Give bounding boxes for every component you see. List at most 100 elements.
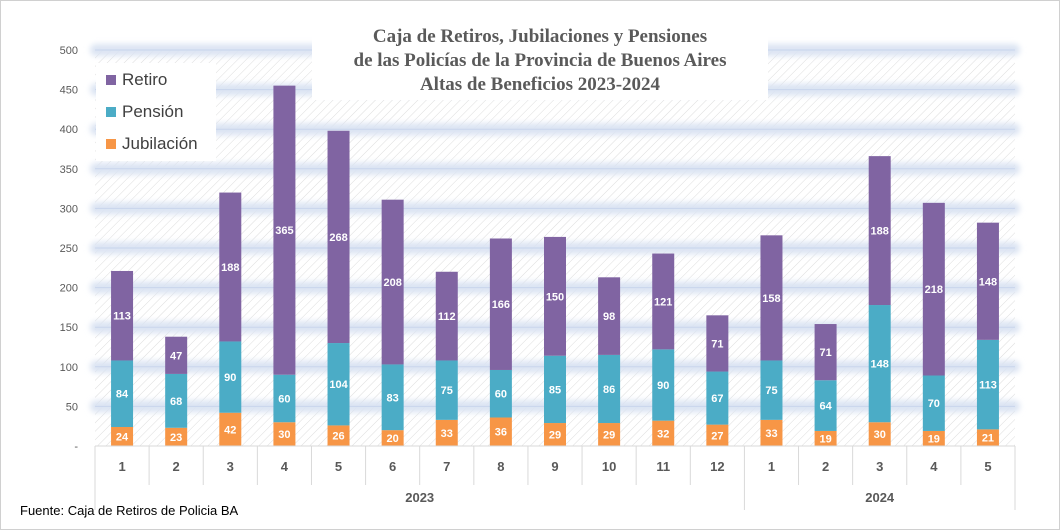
data-label-jubilacion: 19 — [928, 433, 940, 445]
source-note: Fuente: Caja de Retiros de Policia BA — [20, 503, 239, 518]
data-label-pension: 86 — [603, 384, 615, 396]
bar-segment-pension — [111, 360, 134, 427]
y-tick-label: 200 — [60, 283, 78, 295]
data-label-retiro: 112 — [438, 311, 456, 323]
data-label-jubilacion: 29 — [603, 430, 615, 442]
legend-swatch-pension — [106, 107, 116, 117]
bar-segment-pension — [652, 349, 675, 421]
data-label-pension: 113 — [979, 380, 997, 392]
data-label-jubilacion: 33 — [441, 428, 453, 440]
bar-segment-retiro — [598, 277, 621, 355]
data-label-pension: 60 — [278, 393, 290, 405]
bar-segment-pension — [922, 375, 945, 431]
bar-segment-jubilacion — [489, 417, 512, 446]
data-label-pension: 68 — [170, 396, 182, 408]
bar-segment-pension — [165, 373, 188, 428]
bar-segment-jubilacion — [652, 420, 675, 446]
y-tick-label: 400 — [60, 124, 78, 136]
data-label-jubilacion: 30 — [278, 429, 290, 441]
data-label-jubilacion: 42 — [224, 424, 236, 436]
bar-segment-jubilacion — [706, 424, 729, 446]
y-tick-label: 250 — [60, 243, 78, 255]
x-tick-label: 3 — [876, 459, 883, 474]
data-label-retiro: 268 — [329, 232, 347, 244]
bar-segment-jubilacion — [976, 429, 999, 446]
data-label-jubilacion: 30 — [874, 429, 886, 441]
bar-segment-retiro — [706, 315, 729, 372]
y-tick-label: 150 — [60, 322, 78, 334]
x-tick-label: 4 — [930, 459, 938, 474]
data-label-retiro: 150 — [546, 291, 564, 303]
bar-segment-retiro — [760, 235, 783, 361]
legend-label-pension: Pensión — [122, 102, 184, 121]
data-label-pension: 83 — [387, 392, 399, 404]
data-label-retiro: 188 — [871, 226, 889, 238]
x-tick-label: 6 — [389, 459, 396, 474]
data-label-retiro: 166 — [492, 299, 510, 311]
x-tick-label: 11 — [656, 459, 670, 474]
x-group-label: 2023 — [405, 490, 434, 505]
bar-segment-pension — [273, 374, 296, 423]
bar-segment-retiro — [868, 156, 891, 306]
data-label-retiro: 188 — [221, 262, 239, 274]
legend-item-pension: Pensión — [106, 100, 183, 124]
bar-segment-retiro — [273, 85, 296, 375]
bar-segment-pension — [544, 355, 566, 424]
x-tick-label: 8 — [497, 459, 504, 474]
bar-segment-jubilacion — [381, 430, 404, 446]
x-tick-label: 1 — [768, 459, 775, 474]
legend-label-jubilacion: Jubilación — [122, 134, 198, 153]
data-label-jubilacion: 36 — [495, 427, 507, 439]
bar-segment-pension — [868, 305, 891, 423]
data-label-pension: 85 — [549, 384, 561, 396]
data-label-pension: 70 — [928, 398, 940, 410]
chart-legend: Retiro Pensión Jubilación — [96, 63, 216, 161]
bar-segment-retiro — [381, 199, 404, 365]
x-tick-label: 9 — [551, 459, 558, 474]
bar-segment-jubilacion — [273, 422, 296, 446]
x-tick-label: 2 — [173, 459, 180, 474]
bar-segment-jubilacion — [544, 423, 566, 446]
y-tick-label: 350 — [60, 164, 78, 176]
bar-segment-retiro — [922, 202, 945, 376]
data-label-retiro: 98 — [603, 311, 615, 323]
y-tick-label: 450 — [60, 85, 78, 97]
x-tick-label: 5 — [335, 459, 342, 474]
data-label-pension: 67 — [711, 393, 723, 405]
bar-segment-pension — [489, 369, 512, 418]
data-label-jubilacion: 29 — [549, 430, 561, 442]
x-tick-label: 4 — [281, 459, 289, 474]
bar-segment-jubilacion — [219, 412, 242, 446]
data-label-jubilacion: 21 — [982, 433, 994, 445]
bar-segment-pension — [327, 343, 350, 426]
bar-segment-pension — [814, 380, 837, 431]
data-label-jubilacion: 32 — [657, 428, 669, 440]
bar-segment-pension — [706, 371, 729, 425]
data-label-retiro: 365 — [275, 225, 293, 237]
data-label-retiro: 208 — [383, 277, 401, 289]
bar-segment-jubilacion — [111, 426, 134, 446]
legend-label-retiro: Retiro — [122, 70, 168, 89]
bar-segment-jubilacion — [868, 422, 891, 446]
x-tick-label: 10 — [602, 459, 616, 474]
x-tick-label: 5 — [984, 459, 991, 474]
bar-segment-jubilacion — [922, 430, 945, 446]
data-label-pension: 84 — [116, 389, 129, 401]
legend-swatch-jubilacion — [106, 139, 116, 149]
data-label-retiro: 71 — [819, 347, 831, 359]
bar-segment-pension — [976, 339, 999, 430]
y-tick-label: - — [74, 441, 78, 453]
bar-segment-jubilacion — [598, 423, 621, 446]
bar-segment-pension — [435, 360, 458, 420]
data-label-pension: 90 — [657, 380, 669, 392]
y-tick-label: 100 — [60, 362, 78, 374]
legend-swatch-retiro — [106, 75, 116, 85]
bar-segment-jubilacion — [327, 425, 350, 446]
bar-segment-retiro — [327, 130, 350, 344]
data-label-pension: 104 — [329, 379, 348, 391]
data-label-retiro: 121 — [654, 296, 672, 308]
bar-segment-retiro — [544, 236, 566, 356]
bar-segment-pension — [760, 360, 783, 420]
data-label-pension: 64 — [819, 401, 832, 413]
